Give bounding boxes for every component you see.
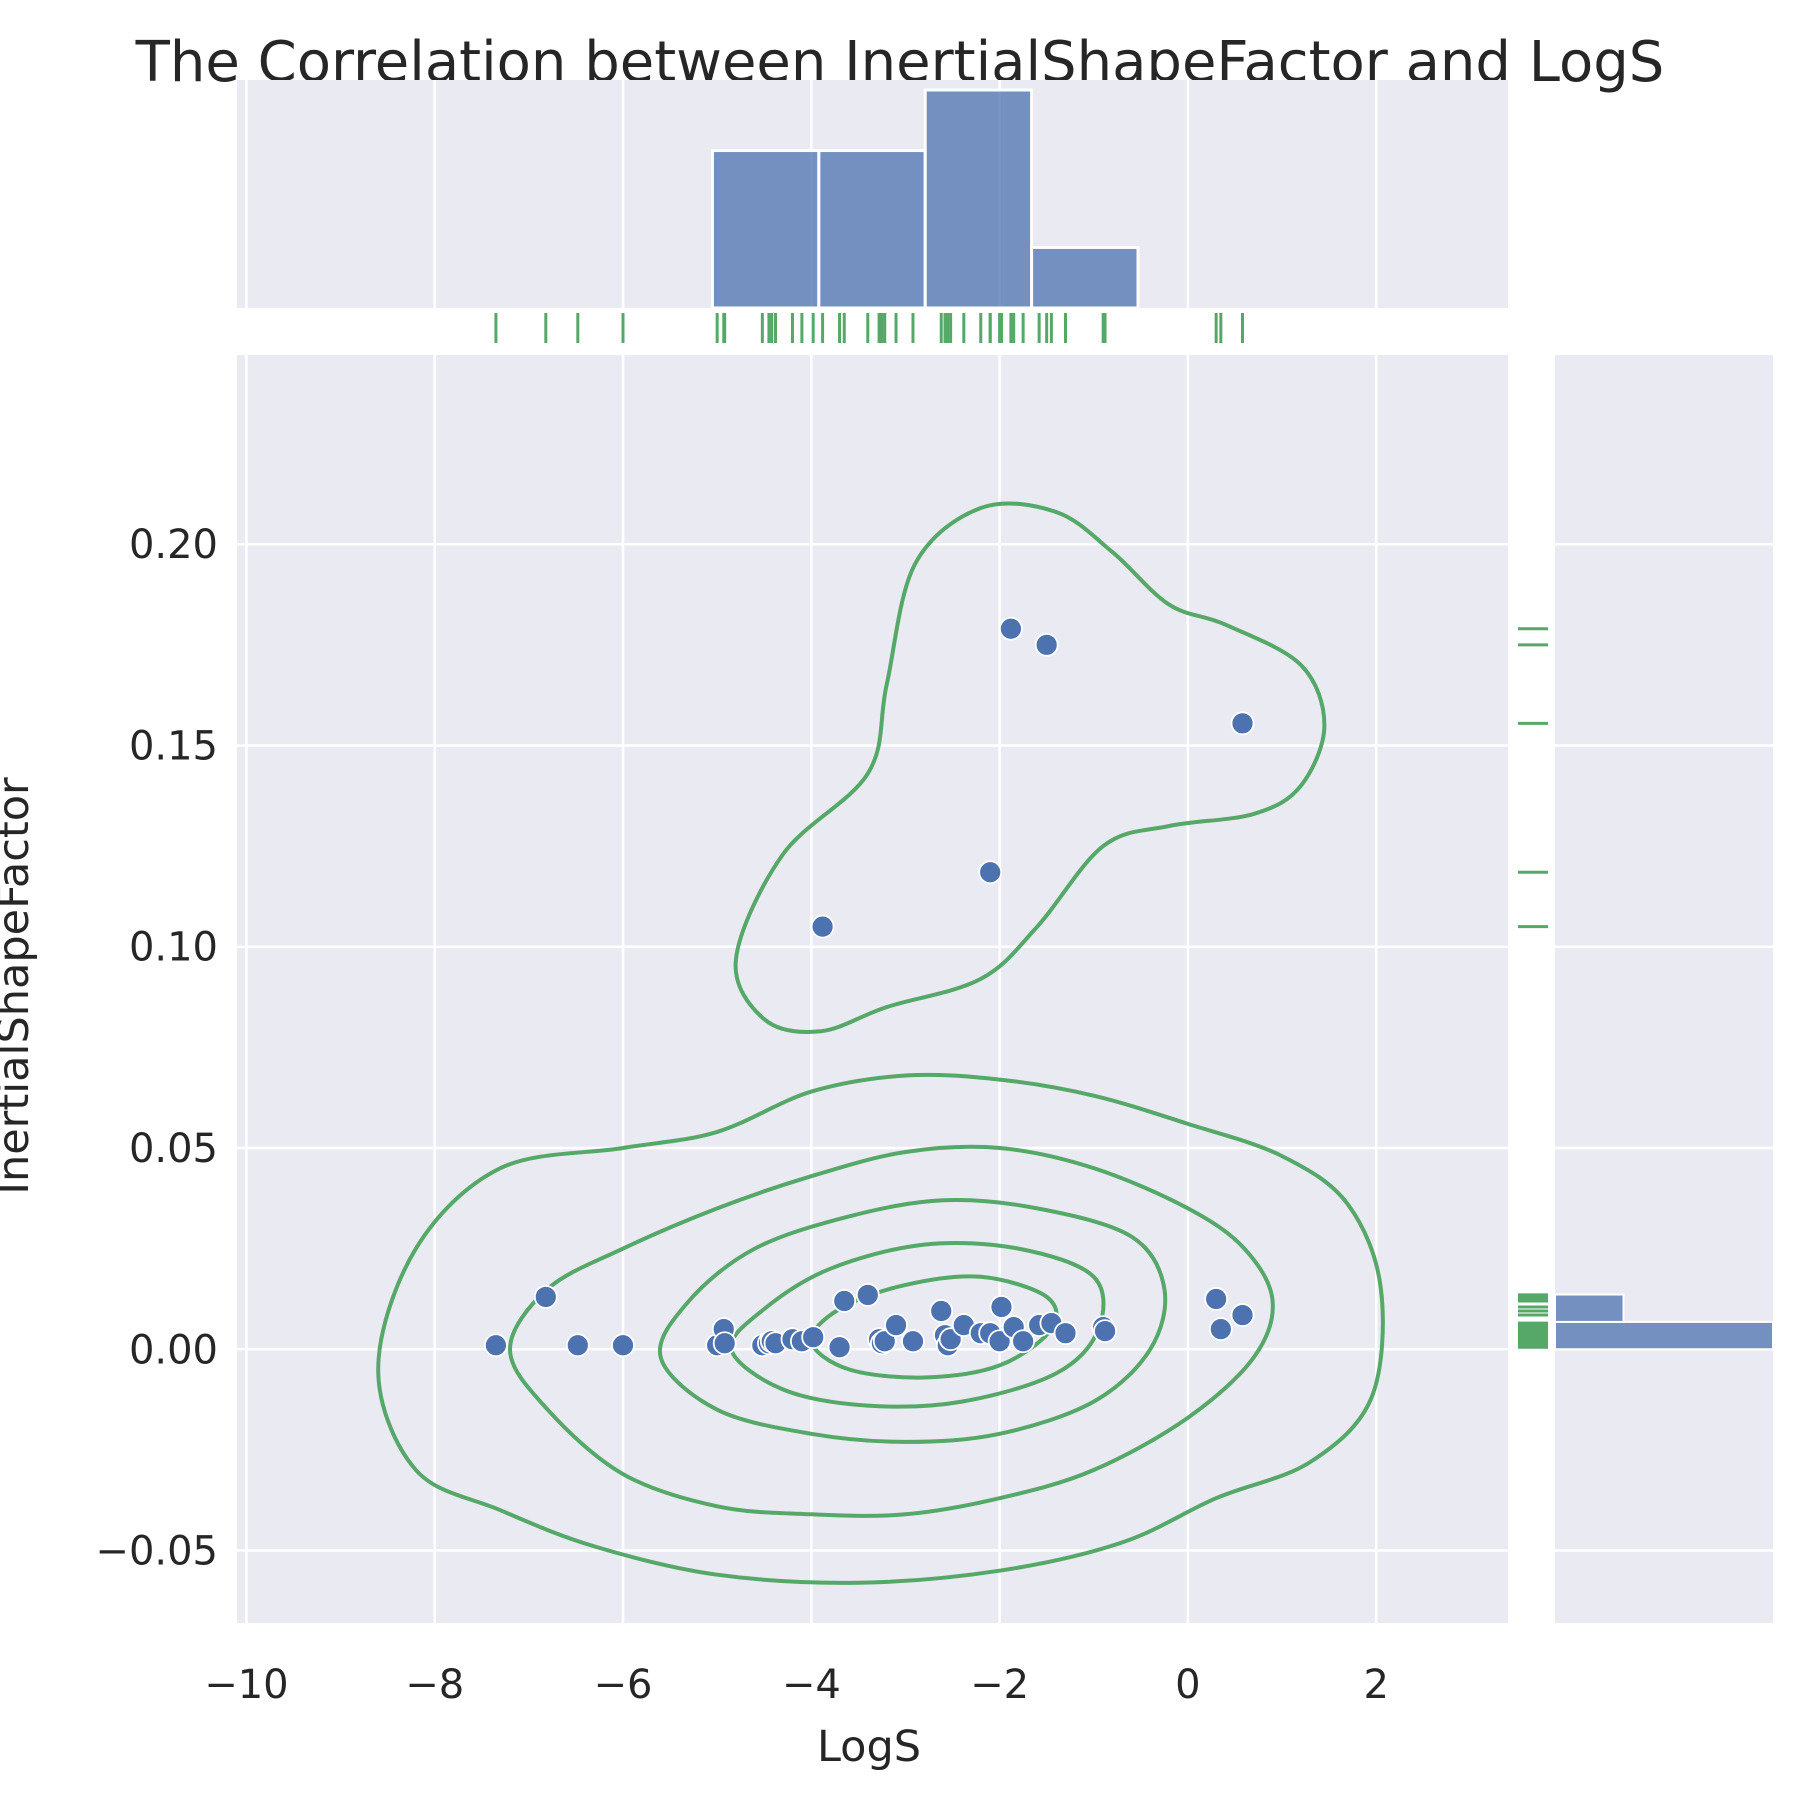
- scatter-point: [1204, 1287, 1229, 1311]
- scatter-point: [872, 1329, 897, 1354]
- y-tick-label: 0.20: [129, 522, 218, 568]
- y-axis-label: InertialShapeFactor: [0, 777, 39, 1195]
- x-histogram-bar: [923, 88, 1034, 310]
- x-tick-label: −10: [204, 1662, 288, 1708]
- scatter-point: [1230, 711, 1255, 736]
- x-tick-label: −2: [970, 1662, 1029, 1708]
- y-tick-label: −0.05: [95, 1529, 218, 1575]
- scatter-point: [1034, 632, 1059, 657]
- right-marginal-background: [1555, 355, 1773, 1623]
- scatter-point: [832, 1289, 857, 1313]
- y-histogram-bar: [1554, 1320, 1774, 1351]
- x-tick-label: −8: [405, 1662, 464, 1708]
- right-marginal-panel: [1518, 355, 1774, 1623]
- main-plot-panel: [237, 355, 1508, 1623]
- scatter-point: [484, 1333, 508, 1358]
- scatter-point: [712, 1331, 737, 1356]
- scatter-point: [1093, 1319, 1117, 1344]
- scatter-point: [901, 1329, 925, 1354]
- scatter-point: [810, 914, 835, 939]
- scatter-point: [929, 1299, 954, 1323]
- x-histogram-bar: [710, 149, 821, 310]
- y-tick-label: 0.15: [129, 723, 218, 769]
- x-tick-label: 0: [1175, 1662, 1200, 1708]
- top-marginal-panel: [237, 80, 1508, 343]
- x-tick-label: −4: [782, 1662, 841, 1708]
- y-histogram-bar: [1554, 1293, 1625, 1323]
- x-tick-label: −6: [594, 1662, 653, 1708]
- scatter-point: [533, 1285, 558, 1309]
- scatter-point: [827, 1335, 852, 1360]
- scatter-point: [611, 1333, 635, 1358]
- scatter-point: [998, 616, 1023, 641]
- scatter-point: [801, 1325, 826, 1350]
- x-histogram-bar: [1030, 245, 1140, 310]
- scatter-point: [1053, 1321, 1078, 1346]
- plot-background: [237, 355, 1508, 1623]
- scatter-point: [1208, 1317, 1233, 1342]
- kde-contour: [376, 1072, 1385, 1585]
- kde-contour: [733, 501, 1327, 1034]
- x-tick-labels: −10 −8 −6 −4 −2 0 2: [204, 1662, 1389, 1708]
- y-tick-label: 0.00: [129, 1327, 218, 1373]
- scatter-point: [855, 1283, 880, 1307]
- y-tick-label: 0.05: [129, 1126, 218, 1172]
- x-tick-label: 2: [1363, 1662, 1388, 1708]
- y-tick-label: 0.10: [129, 925, 218, 971]
- kde-contour: [729, 1241, 1106, 1409]
- y-tick-labels: −0.05 0.00 0.05 0.10 0.15 0.20: [95, 522, 218, 1574]
- scatter-point: [565, 1333, 590, 1358]
- scatter-point: [884, 1313, 908, 1338]
- x-histogram-bar: [817, 149, 927, 310]
- scatter-point: [1230, 1303, 1255, 1327]
- scatter-point: [989, 1295, 1014, 1319]
- scatter-point: [978, 860, 1003, 885]
- kde-contour: [507, 1144, 1275, 1518]
- kde-contour: [657, 1198, 1168, 1444]
- scatter-point: [987, 1329, 1012, 1354]
- x-axis-label: LogS: [817, 1722, 921, 1772]
- scatter-point: [1011, 1329, 1036, 1354]
